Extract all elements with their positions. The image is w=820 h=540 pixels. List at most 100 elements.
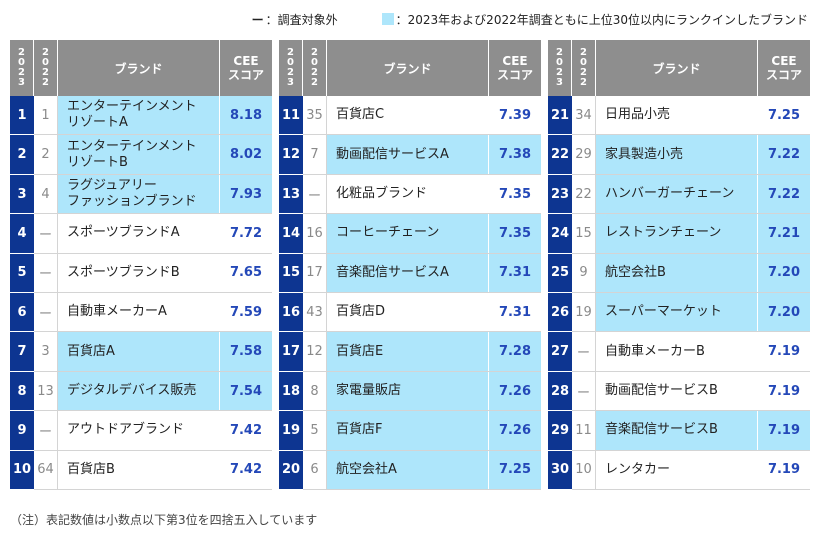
brand-name-cell: 百貨店D <box>336 304 386 320</box>
brand-name-cell: アウトドアブランド <box>67 422 185 438</box>
cee-score-cell: 7.39 <box>498 107 532 123</box>
rank-2022-cell: 34 <box>572 96 596 135</box>
brand-name-cell: スーパーマーケット <box>596 293 758 332</box>
cee-score-cell: 7.28 <box>489 332 541 371</box>
rank-2022-cell: 43 <box>303 293 327 332</box>
header-cee-line2: スコア <box>227 68 264 82</box>
rank-2022-cell: ー <box>34 411 58 450</box>
table-row: 2 2 エンターテインメント リゾートB 8.02 <box>10 135 272 175</box>
table-row: 10 64 百貨店B 7.42 <box>10 450 272 491</box>
cee-score-cell: 7.31 <box>498 304 532 320</box>
cee-score-cell: 7.26 <box>489 411 541 450</box>
rank-2023-cell: 17 <box>279 332 303 372</box>
header-year-digit: 2 <box>18 47 25 58</box>
table-body: 1 1 エンターテインメント リゾートA 8.18 2 2 エンターテインメント リゾートB… <box>10 96 272 491</box>
brand-name-cell: レストランチェーン <box>596 214 758 253</box>
cee-score-cell: 7.72 <box>229 225 263 241</box>
table-row: 3 4 ラグジュアリー ファッションブランド 7.93 <box>10 174 272 215</box>
brand-name-cell: スポーツブランドB <box>67 264 180 280</box>
header-year-digit: 3 <box>556 77 563 88</box>
brand-name-cell: 動画配信サービスA <box>327 135 489 174</box>
cee-score-cell: 7.19 <box>758 411 810 450</box>
rank-2023-cell: 26 <box>548 293 572 333</box>
table-row: 30 10 レンタカー 7.19 <box>548 450 810 491</box>
table-row: 26 19 スーパーマーケット 7.20 <box>548 293 810 333</box>
rank-2022-cell: 9 <box>572 253 596 293</box>
rank-2023-cell: 2 <box>10 135 34 175</box>
brand-name-cell: 家電量販店 <box>327 371 489 411</box>
cee-score-cell: 8.18 <box>220 96 272 135</box>
rank-2022-cell: 13 <box>34 371 58 411</box>
brand-name-cell: 家具製造小売 <box>596 135 758 174</box>
header-year-digit: 2 <box>287 47 294 58</box>
brand-name-cell: 日用品小売 <box>605 107 671 123</box>
cee-score-cell: 7.93 <box>220 174 272 214</box>
cee-score-cell: 7.19 <box>767 462 801 478</box>
header-year-digit: 2 <box>18 67 25 78</box>
header-year-digit: 2 <box>580 77 587 88</box>
rank-2022-cell: 16 <box>303 214 327 253</box>
header-cee-score: CEE スコア <box>220 40 272 96</box>
table-row: 14 16 コーヒーチェーン 7.35 <box>279 214 541 254</box>
brand-name-cell: 自動車メーカーB <box>605 343 705 359</box>
rank-2022-cell: ー <box>34 253 58 293</box>
table-row: 19 5 百貨店F 7.26 <box>279 411 541 451</box>
rank-2023-cell: 24 <box>548 214 572 254</box>
brand-name-cell: エンターテインメント リゾートA <box>58 96 220 135</box>
brand-name-cell: 百貨店A <box>58 332 220 371</box>
legend-dash-mark: ー <box>251 12 264 27</box>
rank-2023-cell: 21 <box>548 96 572 136</box>
cee-score-cell: 8.02 <box>220 135 272 174</box>
header-cee-line1: CEE <box>233 54 259 68</box>
cee-score-cell: 7.19 <box>767 344 801 360</box>
brand-name-cell: 航空会社A <box>327 450 489 490</box>
rank-2023-cell: 16 <box>279 293 303 333</box>
table-row: 1 1 エンターテインメント リゾートA 8.18 <box>10 96 272 136</box>
rank-2022-cell: 7 <box>303 135 327 174</box>
cee-score-cell: 7.58 <box>220 332 272 371</box>
brand-name-cell: デジタルデバイス販売 <box>58 371 220 411</box>
rank-2023-cell: 28 <box>548 371 572 412</box>
brand-name-cell: コーヒーチェーン <box>327 214 489 253</box>
rank-2023-cell: 18 <box>279 371 303 412</box>
header-cee-line2: スコア <box>496 68 533 82</box>
brand-name-cell: 音楽配信サービスB <box>596 411 758 450</box>
cee-score-cell: 7.26 <box>489 371 541 411</box>
rank-2023-cell: 23 <box>548 174 572 215</box>
rank-2022-cell: ー <box>572 332 596 371</box>
rank-2023-cell: 13 <box>279 174 303 215</box>
table-row: 20 6 航空会社A 7.25 <box>279 450 541 491</box>
header-year-digit: 2 <box>580 67 587 78</box>
rank-2022-cell: ー <box>572 371 596 411</box>
header-year-digit: 2 <box>580 47 587 58</box>
rank-2023-cell: 22 <box>548 135 572 175</box>
brand-name-cell: 百貨店B <box>67 461 115 477</box>
table-row: 5 ースポーツブランドB 7.65 <box>10 253 272 294</box>
table-row: 7 3 百貨店A 7.58 <box>10 332 272 372</box>
table-row: 22 29 家具製造小売 7.22 <box>548 135 810 175</box>
brand-name-cell: ハンバーガーチェーン <box>596 174 758 214</box>
rank-2022-cell: 1 <box>34 96 58 135</box>
rank-2023-cell: 5 <box>10 253 34 294</box>
rank-2023-cell: 7 <box>10 332 34 372</box>
brand-name-cell: 動画配信サービスB <box>605 383 718 399</box>
legend-not-surveyed-text: ：調査対象外 <box>265 12 338 27</box>
brand-name-cell: 百貨店E <box>327 332 489 371</box>
brand-name-cell: 音楽配信サービスA <box>327 253 489 293</box>
rank-2022-cell: 64 <box>34 450 58 490</box>
cee-score-cell: 7.19 <box>767 383 801 399</box>
rank-2022-cell: 6 <box>303 450 327 490</box>
table-row: 8 13 デジタルデバイス販売 7.54 <box>10 371 272 412</box>
rank-2022-cell: 2 <box>34 135 58 174</box>
brand-name-cell: レンタカー <box>605 461 671 477</box>
cee-score-cell: 7.54 <box>220 371 272 411</box>
cee-score-cell: 7.25 <box>489 450 541 490</box>
rank-2022-cell: 19 <box>572 293 596 332</box>
table-row: 29 11 音楽配信サービスB 7.19 <box>548 411 810 451</box>
rank-2022-cell: 3 <box>34 332 58 371</box>
